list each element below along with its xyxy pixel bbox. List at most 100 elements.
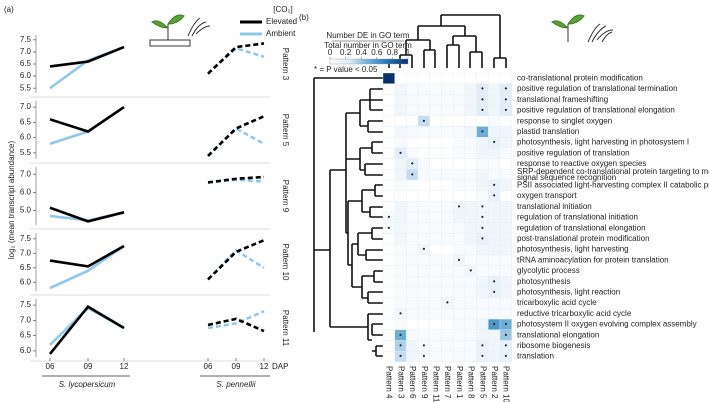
heatmap-cell [464,329,477,341]
group-label: S. lycopersicum [59,380,116,389]
heatmap-cell [382,126,395,138]
heatmap-cell [394,233,407,245]
heatmap-cell [488,308,501,320]
heatmap-cell [488,233,501,245]
heatmap-cell [417,94,431,106]
heatmap-cell [429,158,442,170]
heatmap-cell [441,318,454,331]
heatmap-cell [464,94,477,106]
heatmap-cell [488,83,501,95]
heatmap-cell [394,286,407,298]
heatmap-cell [394,254,407,266]
heatmap-cell [417,222,431,234]
y-tick-label: 6.0 [20,133,32,142]
heatmap-cell [406,254,419,266]
row-label: oxygen transport [517,191,577,200]
significance-mark: • [423,116,426,125]
heatmap-cell [476,265,489,277]
heatmap-cell [417,190,431,202]
heatmap-cell [429,115,442,127]
heatmap-cell [453,115,466,127]
heatmap-cell [488,243,501,256]
heatmap-cell [441,222,454,234]
line-series [207,126,265,157]
significance-mark: • [504,330,507,339]
heatmap-cell [394,72,407,84]
line-series [207,248,265,281]
significance-mark: • [493,180,496,189]
heatmap-cell [382,104,395,116]
heatmap-cell [441,83,454,95]
row-label: glycolytic process [517,266,580,275]
heatmap-cell [429,254,442,266]
heatmap-cell [406,286,419,298]
heatmap-cell [406,243,419,256]
heatmap-cell [464,340,477,352]
heatmap-cell [441,126,454,138]
significance-mark: • [481,106,484,115]
heatmap-cell [453,83,466,95]
y-tick-label: 6.0 [20,277,32,286]
heatmap-cell [429,243,442,256]
row-label: photosynthesis [517,277,570,286]
heatmap-cell [488,147,501,159]
heatmap-cell [417,126,431,138]
heatmap-cell [476,169,489,181]
heatmap-cell [464,136,477,149]
heatmap-cell [382,243,395,256]
heatmap-cell [499,136,512,149]
heatmap-cell [488,126,501,138]
heatmap-cell [406,83,419,95]
heatmap-cell [394,243,407,256]
heatmap-cell [406,351,419,363]
heatmap-cell [453,308,466,320]
row-label: positive regulation of translational ter… [517,84,678,93]
heatmap-cell [453,211,466,224]
heatmap-cell [394,318,407,331]
row-label: regulation of translational initiation [517,213,638,222]
heatmap-cell [476,179,489,191]
row-dendrogram [313,77,383,357]
heatmap-cell [382,136,395,149]
panel-label: (a) [4,5,14,14]
heatmap-cell [406,115,419,127]
row-label: photosynthesis, light harvesting [517,245,629,254]
heatmap-cell [453,190,466,202]
heatmap-cell [464,201,477,213]
significance-mark: • [423,245,426,254]
heatmap-cell [382,351,395,363]
heatmap-cell [382,179,395,191]
heatmap-cell [476,318,489,331]
heatmap-cell [417,297,431,309]
heatmap-cell [464,179,477,191]
row-label: regulation of translational elongation [517,223,646,232]
panel-title: Pattern 3 [281,48,290,81]
y-tick-label: 7.5 [20,234,32,243]
heatmap-cell [464,104,477,116]
x-axis-label: DAP [272,362,288,371]
heatmap-cell [417,308,431,320]
colorbar-tick-label: 0.6 [371,48,383,57]
heatmap-cell [453,318,466,331]
heatmap-cell [488,104,501,116]
heatmap-cell [499,169,512,181]
row-label: co-translational protein modification [517,73,643,82]
heatmap-cell [417,276,431,288]
heatmap-cell [499,222,512,234]
legend-label: Ambient [266,29,296,38]
heatmap-cell [394,190,407,202]
heatmap-cell [453,147,466,159]
heatmap-cell [476,276,489,288]
row-label: translation [517,352,554,361]
row-label: SRP-dependent co-translational protein t… [517,167,709,176]
heatmap-cell [488,351,501,363]
heatmap-cell [464,254,477,266]
heatmap-cell [429,104,442,116]
heatmap-cell [382,201,395,213]
heatmap-cell [429,72,442,84]
heatmap-cell [417,179,431,191]
heatmap-cell [394,115,407,127]
heatmap-cell [476,115,489,127]
heatmap-cell [464,318,477,331]
